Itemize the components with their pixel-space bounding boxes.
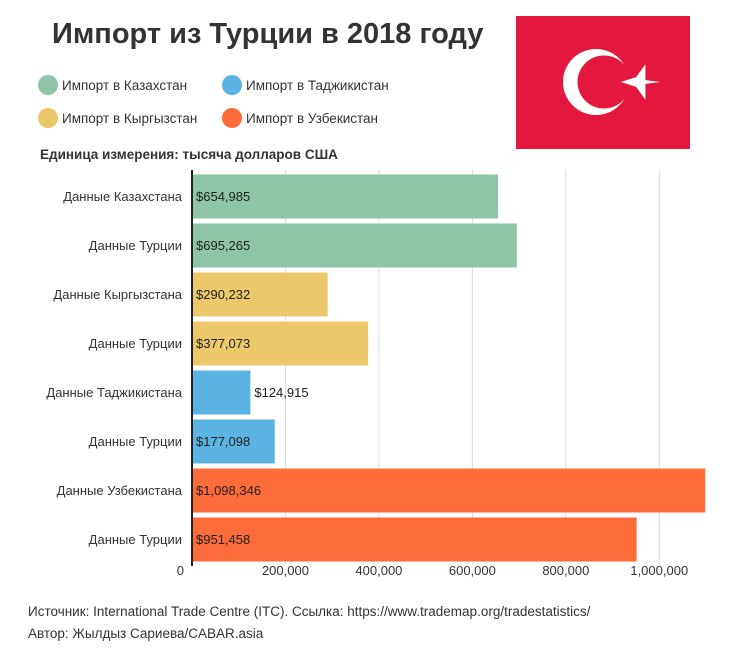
bar bbox=[192, 468, 706, 513]
x-tick-label: 1,000,000 bbox=[630, 563, 688, 578]
category-label: Данные Узбекистана bbox=[57, 483, 183, 498]
turkey-flag-icon bbox=[516, 16, 690, 149]
bar bbox=[192, 419, 275, 464]
legend-swatch bbox=[38, 75, 58, 95]
x-tick-label: 800,000 bbox=[542, 563, 589, 578]
legend-item-kazakhstan: Импорт в Казахстан bbox=[38, 75, 187, 95]
bar bbox=[192, 272, 328, 317]
x-tick-label: 0 bbox=[177, 563, 184, 578]
x-tick-label: 600,000 bbox=[449, 563, 496, 578]
legend-label: Импорт в Узбекистан bbox=[246, 110, 379, 126]
author-note: Автор: Жылдыз Сариева/CABAR.asia bbox=[28, 626, 264, 641]
value-label: $377,073 bbox=[196, 336, 250, 351]
legend-label: Импорт в Кыргызстан bbox=[62, 110, 198, 126]
value-label: $177,098 bbox=[196, 434, 250, 449]
bar bbox=[192, 223, 517, 268]
bar bbox=[192, 370, 251, 415]
legend-item-uzbekistan: Импорт в Узбекистан bbox=[222, 108, 378, 128]
value-label: $695,265 bbox=[196, 238, 250, 253]
category-label: Данные Кыргызстана bbox=[53, 287, 182, 302]
category-label: Данные Турции bbox=[89, 532, 182, 547]
legend-item-kyrgyzstan: Импорт в Кыргызстан bbox=[38, 108, 197, 128]
category-label: Данные Казахстана bbox=[63, 189, 182, 204]
category-label: Данные Турции bbox=[89, 336, 182, 351]
value-label: $1,098,346 bbox=[196, 483, 261, 498]
value-label: $951,458 bbox=[196, 532, 250, 547]
legend-swatch bbox=[222, 75, 242, 95]
bar bbox=[192, 517, 637, 562]
bar-chart: Данные Казахстана $654,985 Данные Турции $6… bbox=[46, 170, 706, 578]
value-label: $654,985 bbox=[196, 189, 250, 204]
legend-swatch bbox=[38, 108, 58, 128]
bar bbox=[192, 321, 369, 366]
value-label: $290,232 bbox=[196, 287, 250, 302]
chart-title: Импорт из Турции в 2018 году bbox=[52, 18, 484, 50]
value-label: $124,915 bbox=[254, 385, 308, 400]
unit-label: Единица измерения: тысяча долларов США bbox=[40, 147, 338, 162]
legend-item-tajikistan: Импорт в Таджикистан bbox=[222, 75, 389, 95]
category-label: Данные Турции bbox=[89, 238, 182, 253]
source-note: Источник: International Trade Centre (IT… bbox=[28, 604, 591, 619]
legend-label: Импорт в Казахстан bbox=[62, 77, 188, 93]
bar bbox=[192, 174, 499, 219]
x-tick-label: 200,000 bbox=[262, 563, 309, 578]
legend-label: Импорт в Таджикистан bbox=[246, 77, 389, 93]
x-tick-label: 400,000 bbox=[355, 563, 402, 578]
category-label: Данные Таджикистана bbox=[46, 385, 182, 400]
category-label: Данные Турции bbox=[89, 434, 182, 449]
legend-swatch bbox=[222, 108, 242, 128]
